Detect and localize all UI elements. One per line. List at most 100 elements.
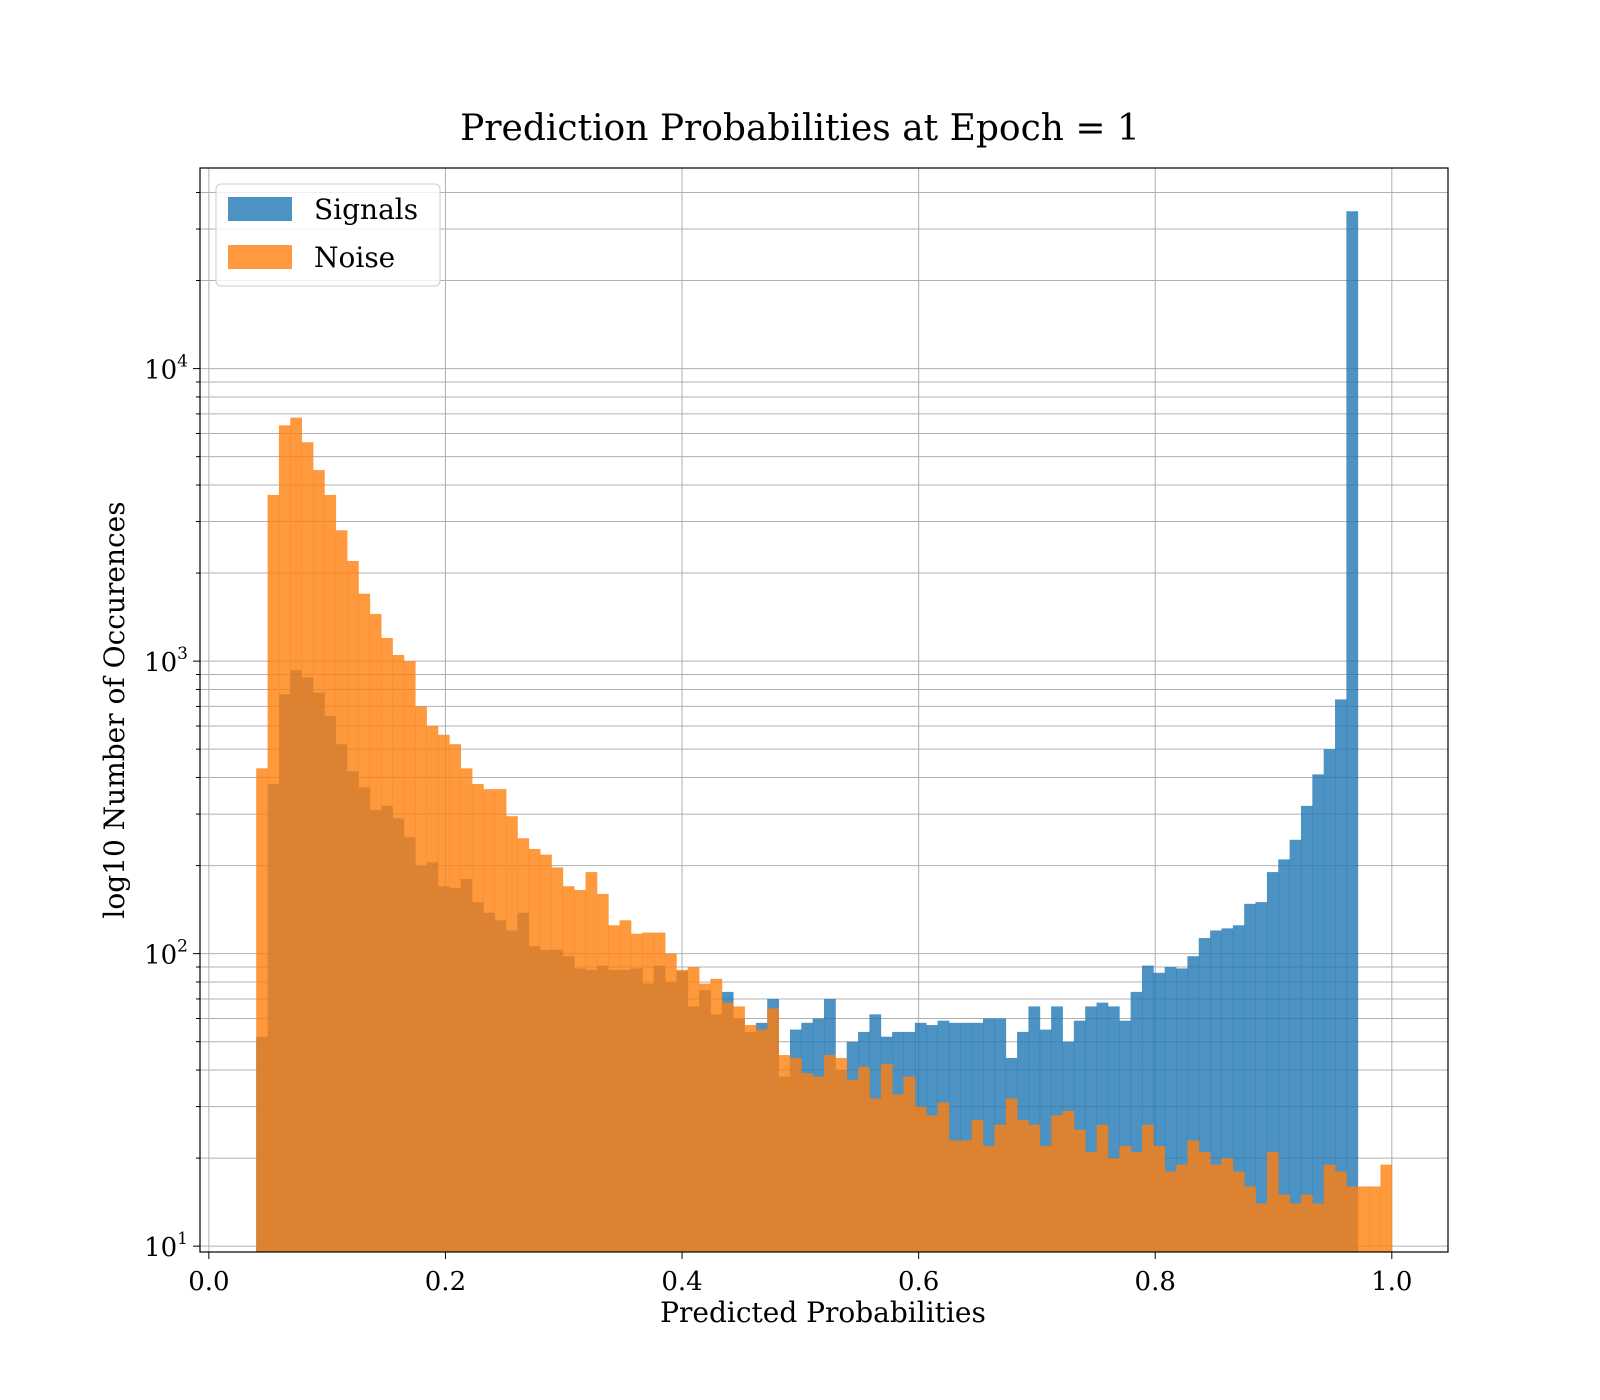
- x-tick-label: 0.4: [661, 1267, 702, 1297]
- bar-noise: [301, 442, 314, 1252]
- bar-noise: [437, 734, 450, 1252]
- bar-signals: [1164, 967, 1177, 1252]
- bar-noise: [1323, 1164, 1336, 1252]
- bar-noise: [801, 1073, 814, 1252]
- bar-noise: [369, 613, 382, 1252]
- bar-noise: [1028, 1124, 1041, 1252]
- bar-noise: [574, 890, 586, 1252]
- x-tick-label: 0.6: [898, 1267, 939, 1297]
- histogram-bars: [256, 211, 1393, 1253]
- bar-noise: [914, 1106, 927, 1252]
- bar-noise: [1039, 1145, 1052, 1252]
- bar-noise: [1255, 1203, 1268, 1252]
- bar-signals: [1176, 968, 1188, 1252]
- bar-noise: [778, 1055, 791, 1252]
- bar-noise: [1300, 1194, 1313, 1252]
- bar-signals: [1119, 1020, 1132, 1252]
- bar-noise: [630, 933, 643, 1252]
- bar-noise: [358, 593, 371, 1252]
- bar-signals: [982, 1018, 995, 1252]
- bar-noise: [1244, 1186, 1256, 1252]
- bar-noise: [540, 854, 552, 1252]
- bar-noise: [1073, 1129, 1086, 1252]
- bar-noise: [517, 838, 530, 1252]
- bar-noise: [256, 768, 268, 1252]
- bar-noise: [1210, 1164, 1222, 1252]
- bar-signals: [1187, 956, 1200, 1252]
- bar-noise: [699, 983, 711, 1252]
- bar-noise: [619, 920, 632, 1252]
- bar-noise: [1062, 1110, 1075, 1252]
- bar-noise: [960, 1140, 973, 1252]
- bar-noise: [1153, 1145, 1166, 1252]
- x-tick-label: 0.8: [1135, 1267, 1176, 1297]
- bar-noise: [1187, 1140, 1200, 1252]
- bar-noise: [835, 1057, 848, 1252]
- bar-signals: [1085, 1006, 1097, 1252]
- bar-noise: [744, 1025, 757, 1252]
- legend-swatch-signals: [228, 197, 292, 221]
- bar-noise: [1312, 1203, 1325, 1252]
- bar-noise: [1096, 1124, 1109, 1252]
- bar-noise: [449, 744, 462, 1252]
- bar-signals: [1244, 903, 1256, 1252]
- bar-noise: [676, 969, 689, 1252]
- bar-noise: [506, 816, 518, 1252]
- bar-signals: [948, 1022, 961, 1252]
- bar-noise: [426, 726, 439, 1252]
- chart-title: Prediction Probabilities at Epoch = 1: [460, 108, 1140, 149]
- bar-noise: [528, 848, 541, 1252]
- bar-noise: [585, 872, 598, 1252]
- bar-noise: [846, 1079, 859, 1252]
- bar-noise: [381, 637, 393, 1252]
- bar-noise: [767, 1008, 779, 1252]
- bar-noise: [710, 978, 723, 1252]
- y-axis-label: log10 Number of Occurences: [98, 501, 131, 918]
- bar-signals: [1255, 902, 1268, 1252]
- axis-ticks: 0.0 0.2 0.4 0.6 0.8 1.0 101 102 103 104: [144, 191, 1412, 1297]
- bar-noise: [1051, 1115, 1063, 1252]
- bar-signals: [1039, 1029, 1052, 1252]
- bar-noise: [1085, 1151, 1097, 1252]
- bar-noise: [324, 494, 337, 1252]
- bar-noise: [312, 470, 325, 1252]
- bar-noise: [926, 1115, 938, 1252]
- bar-noise: [1141, 1124, 1154, 1252]
- bar-signals: [1266, 872, 1279, 1252]
- bar-noise: [267, 494, 280, 1252]
- bar-noise: [1164, 1171, 1177, 1252]
- bar-noise: [880, 1063, 893, 1252]
- bar-noise: [824, 1055, 836, 1252]
- bar-noise: [1346, 1186, 1359, 1252]
- bar-noise: [1335, 1171, 1347, 1252]
- bar-noise: [335, 530, 348, 1252]
- bar-signals: [1346, 211, 1359, 1252]
- y-tick-label: 102: [144, 937, 188, 971]
- bar-noise: [642, 932, 655, 1252]
- bar-noise: [1221, 1158, 1234, 1252]
- bar-noise: [1176, 1164, 1188, 1252]
- bar-noise: [1005, 1098, 1018, 1252]
- bar-noise: [971, 1119, 984, 1252]
- axes-frame: [199, 167, 1449, 1253]
- bar-noise: [1357, 1186, 1370, 1252]
- bar-noise: [1232, 1171, 1245, 1252]
- legend-label-signals: Signals: [314, 193, 418, 226]
- bar-noise: [982, 1145, 995, 1252]
- bar-signals: [1198, 938, 1211, 1252]
- bar-noise: [1380, 1164, 1393, 1252]
- bar-noise: [403, 661, 416, 1252]
- bar-noise: [755, 1029, 768, 1252]
- bar-signals: [1312, 774, 1325, 1252]
- bar-noise: [1278, 1194, 1291, 1252]
- bar-noise: [1289, 1203, 1302, 1252]
- bar-noise: [721, 1002, 734, 1252]
- x-tick-label: 1.0: [1371, 1267, 1412, 1297]
- bar-signals: [1232, 925, 1245, 1252]
- bar-noise: [1198, 1151, 1211, 1252]
- bar-noise: [812, 1076, 825, 1252]
- bar-noise: [608, 925, 620, 1252]
- bar-noise: [869, 1098, 882, 1252]
- x-axis-label: Predicted Probabilities: [660, 1296, 986, 1329]
